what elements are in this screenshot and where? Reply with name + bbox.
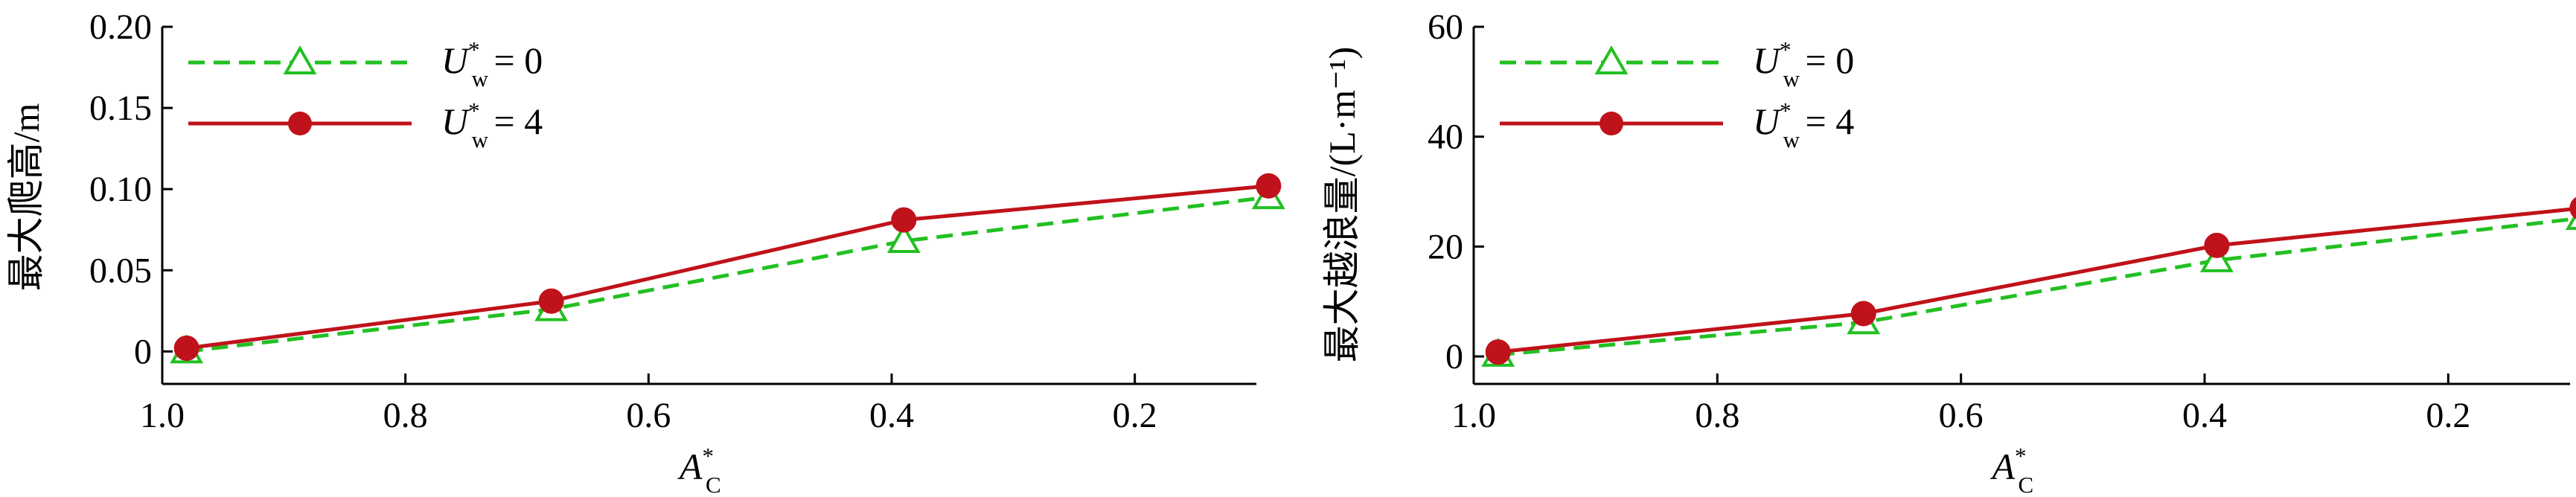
x-tick-label: 0.2 <box>1113 396 1157 435</box>
x-tick-label: 0.4 <box>869 396 914 435</box>
y-tick-label: 0.15 <box>89 89 152 128</box>
x-tick-label: 0.2 <box>2426 396 2470 435</box>
data-point <box>538 288 564 314</box>
data-point <box>2569 196 2576 219</box>
data-point <box>173 336 199 361</box>
legend-label: U* w = 4 <box>1753 97 1854 153</box>
data-point <box>2204 232 2230 258</box>
x-tick-label: 1.0 <box>1451 396 1496 435</box>
y-tick-label: 0.05 <box>89 251 152 290</box>
legend-label: U* w = 0 <box>441 36 543 92</box>
y-tick-label: 0 <box>134 332 152 371</box>
y-axis-title: 最大爬高/m <box>5 103 47 292</box>
data-point <box>886 223 921 253</box>
series-line <box>186 184 1269 350</box>
y-tick-label: 60 <box>1428 7 1463 47</box>
data-point <box>1256 173 1282 199</box>
series-line <box>186 195 1269 353</box>
legend-marker <box>288 112 312 135</box>
y-tick-label: 20 <box>1428 227 1463 266</box>
chart-2: 60 40 20 0 1.0 0.8 0.6 0.4 0.2 最大越浪量/(L·m⁻¹) A* C U*… <box>1321 7 2576 497</box>
legend-marker <box>1594 45 1629 74</box>
y-tick-label: 0.20 <box>89 7 152 47</box>
x-tick-label: 0.8 <box>1695 396 1739 435</box>
legend-label: U* w = 4 <box>441 97 543 153</box>
x-tick-label: 0.8 <box>383 396 428 435</box>
chart-1: 0.20 0.15 0.10 0.05 0 1.0 0.8 0.6 0.4 0.2 最大爬高/m A*… <box>5 7 1285 497</box>
series-2 <box>1485 196 2576 365</box>
legend-marker <box>283 45 317 74</box>
legend: U* w = 0U* w = 4 <box>188 36 543 153</box>
series-2 <box>173 173 1282 361</box>
series-line <box>1498 207 2576 354</box>
y-tick-label: 0.10 <box>89 170 152 209</box>
y-tick-label: 40 <box>1428 118 1463 157</box>
data-point <box>2199 243 2234 272</box>
series-1 <box>1481 211 2576 367</box>
x-tick-label: 1.0 <box>140 396 185 435</box>
y-axis-title: 最大越浪量/(L·m⁻¹) <box>1321 47 1363 363</box>
x-axis-title: A* C <box>677 443 721 493</box>
series-1 <box>170 180 1285 364</box>
data-point <box>891 207 917 233</box>
data-point <box>1485 339 1511 365</box>
x-tick-label: 0.4 <box>2182 396 2227 435</box>
x-axis-title: A* C <box>1990 443 2034 493</box>
series-line <box>1498 217 2576 357</box>
legend-marker <box>1599 112 1623 135</box>
legend-label: U* w = 0 <box>1753 36 1854 92</box>
y-tick-label: 0 <box>1445 337 1463 376</box>
data-point <box>1850 301 1876 327</box>
x-tick-label: 0.6 <box>626 396 671 435</box>
x-tick-label: 0.6 <box>1939 396 1984 435</box>
legend: U* w = 0U* w = 4 <box>1500 36 1854 153</box>
